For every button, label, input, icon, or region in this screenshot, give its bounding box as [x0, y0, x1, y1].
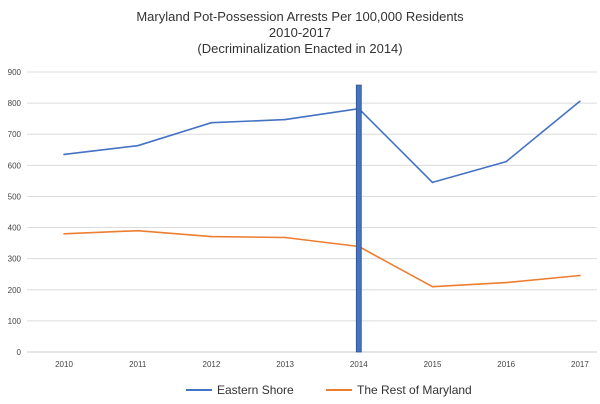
x-tick-label-2010: 2010	[55, 360, 73, 369]
data-point-the-rest-of-maryland-2013	[284, 236, 286, 239]
data-point-the-rest-of-maryland-2012	[210, 235, 213, 238]
gridlines	[27, 71, 597, 353]
data-point-the-rest-of-maryland-2015	[431, 285, 434, 288]
chart-title-line-3: (Decriminalization Enacted in 2014)	[197, 41, 402, 56]
y-tick-label-100: 100	[8, 317, 22, 326]
x-tick-label-2015: 2015	[424, 360, 442, 369]
data-point-the-rest-of-maryland-2011	[136, 229, 139, 232]
chart-title-line-1: Maryland Pot-Possession Arrests Per 100,…	[136, 9, 464, 24]
data-point-eastern-shore-2010	[63, 153, 65, 156]
legend: Eastern Shore The Rest of Maryland	[186, 383, 472, 397]
y-tick-label-700: 700	[8, 130, 22, 139]
chart-title-line-2: 2010-2017	[269, 25, 331, 40]
data-point-eastern-shore-2017	[579, 100, 581, 103]
y-tick-label-300: 300	[8, 255, 22, 264]
data-point-eastern-shore-2013	[284, 118, 286, 121]
data-point-eastern-shore-2011	[136, 144, 139, 147]
data-point-eastern-shore-2012	[210, 121, 213, 124]
y-tick-label-900: 900	[8, 68, 22, 77]
data-point-eastern-shore-2016	[505, 160, 508, 163]
legend-label-the-rest-of-maryland: The Rest of Maryland	[357, 383, 472, 397]
y-tick-label-0: 0	[17, 348, 22, 357]
series-line-the-rest-of-maryland	[63, 229, 580, 288]
data-point-the-rest-of-maryland-2010	[63, 232, 65, 235]
y-tick-label-800: 800	[8, 99, 22, 108]
data-point-the-rest-of-maryland-2016	[505, 281, 508, 284]
y-tick-label-500: 500	[8, 192, 22, 201]
x-tick-label-2016: 2016	[497, 360, 515, 369]
x-tick-label-2014: 2014	[350, 360, 368, 369]
y-tick-label-600: 600	[8, 161, 22, 170]
data-point-the-rest-of-maryland-2017	[579, 274, 581, 277]
x-tick-label-2013: 2013	[276, 360, 294, 369]
decriminalization-marker	[355, 84, 362, 353]
y-tick-label-200: 200	[8, 286, 22, 295]
x-tick-label-2012: 2012	[203, 360, 221, 369]
data-point-eastern-shore-2015	[431, 181, 434, 184]
y-axis-tick-labels: 0 100 200 300 400 500 600 700 800 900	[8, 68, 22, 357]
y-tick-label-400: 400	[8, 224, 22, 233]
legend-label-eastern-shore: Eastern Shore	[217, 383, 294, 397]
decriminalization-2014-bar	[355, 84, 362, 353]
series-line-eastern-shore	[63, 100, 581, 184]
series-lines	[63, 100, 581, 288]
x-tick-label-2011: 2011	[129, 360, 147, 369]
x-axis-tick-labels: 2010 2011 2012 2013 2014 2015 2016 2017	[55, 360, 589, 369]
chart-title: Maryland Pot-Possession Arrests Per 100,…	[136, 9, 464, 56]
x-tick-label-2017: 2017	[571, 360, 589, 369]
